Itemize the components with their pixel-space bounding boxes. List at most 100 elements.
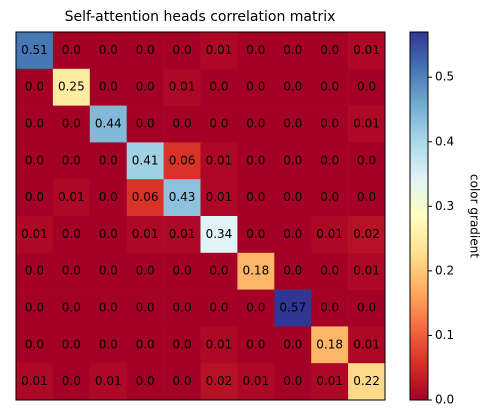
cell: [126, 179, 164, 217]
cell-label: 0.0: [62, 337, 81, 351]
cell-label: 0.01: [353, 337, 380, 351]
cell-label: 0.0: [209, 301, 228, 315]
cell-label: 0.06: [132, 190, 159, 204]
cell: [52, 179, 91, 217]
cell: [200, 142, 238, 180]
cell: [126, 326, 164, 364]
cell-label: 0.0: [320, 117, 339, 131]
cell-label: 0.0: [320, 80, 339, 94]
cell: [16, 179, 54, 217]
colorbar: [409, 31, 429, 401]
cell-label: 0.0: [136, 80, 155, 94]
cell-label: 0.01: [206, 190, 233, 204]
cell: [163, 179, 201, 217]
cell: [348, 142, 386, 180]
cell-label: 0.41: [132, 153, 159, 167]
cell: [274, 68, 312, 106]
cell: [200, 216, 238, 254]
cell-label: 0.0: [62, 117, 81, 131]
cell-label: 0.0: [99, 301, 118, 315]
cell-label: 0.0: [283, 153, 302, 167]
cell-label: 0.0: [246, 80, 265, 94]
cell-label: 0.0: [357, 80, 376, 94]
cell-label: 0.18: [316, 337, 343, 351]
cell-label: 0.02: [206, 374, 233, 388]
cell: [274, 32, 312, 70]
cell-label: 0.0: [209, 80, 228, 94]
cell-label: 0.0: [25, 301, 44, 315]
cell-label: 0.0: [246, 190, 265, 204]
cell: [126, 105, 164, 143]
cell-label: 0.0: [283, 190, 302, 204]
cell-label: 0.01: [206, 43, 233, 57]
cell-label: 0.0: [357, 153, 376, 167]
cell-label: 0.02: [353, 227, 380, 241]
cell-label: 0.0: [62, 374, 81, 388]
cell-label: 0.0: [25, 153, 44, 167]
cell-label: 0.0: [62, 227, 81, 241]
plot-frame: [15, 31, 386, 401]
cell: [348, 68, 386, 106]
cell: [52, 326, 91, 364]
cell: [126, 363, 164, 401]
cell-label: 0.0: [173, 117, 192, 131]
colorbar-tick-label: 0.1: [435, 328, 454, 342]
cell-label: 0.0: [283, 337, 302, 351]
cell: [89, 216, 127, 254]
cell: [237, 32, 275, 70]
cell: [16, 326, 54, 364]
cell-label: 0.0: [320, 43, 339, 57]
cell: [52, 363, 91, 401]
cell: [163, 363, 201, 401]
cell-label: 0.0: [25, 337, 44, 351]
cell: [311, 142, 349, 180]
cell-label: 0.06: [169, 153, 196, 167]
cell: [348, 216, 386, 254]
cell-label: 0.0: [99, 80, 118, 94]
cell: [348, 105, 386, 143]
cell-label: 0.0: [99, 337, 118, 351]
cell: [348, 252, 386, 290]
cell-label: 0.0: [173, 301, 192, 315]
cell: [348, 326, 386, 364]
cell: [16, 216, 54, 254]
cell: [200, 289, 238, 327]
cell: [126, 68, 164, 106]
cell-label: 0.01: [242, 374, 269, 388]
cell: [200, 68, 238, 106]
cell: [311, 216, 349, 254]
cell-label: 0.0: [136, 264, 155, 278]
cell-label: 0.0: [136, 337, 155, 351]
cell: [348, 289, 386, 327]
cell-label: 0.0: [283, 227, 302, 241]
cell-label: 0.01: [21, 227, 48, 241]
cell-label: 0.0: [25, 264, 44, 278]
cell-label: 0.01: [353, 43, 380, 57]
cell: [200, 252, 238, 290]
cell-label: 0.22: [353, 374, 380, 388]
cell: [237, 326, 275, 364]
cell-label: 0.0: [246, 301, 265, 315]
cell: [237, 68, 275, 106]
colorbar-tick-label: 0.2: [435, 263, 454, 277]
cell-label: 0.01: [95, 374, 122, 388]
cell-label: 0.0: [283, 374, 302, 388]
cell-label: 0.01: [316, 227, 343, 241]
cell-label: 0.0: [209, 264, 228, 278]
cell-label: 0.0: [136, 117, 155, 131]
cell-label: 0.0: [99, 190, 118, 204]
cell-label: 0.0: [283, 80, 302, 94]
cell-label: 0.0: [99, 43, 118, 57]
cell: [89, 68, 127, 106]
cell: [163, 326, 201, 364]
cell: [274, 252, 312, 290]
cell-label: 0.01: [206, 337, 233, 351]
colorbar-tick-label: 0.4: [435, 134, 454, 148]
cell-label: 0.01: [353, 117, 380, 131]
cell: [89, 105, 127, 143]
cell: [200, 326, 238, 364]
cell: [52, 142, 91, 180]
cell: [348, 363, 386, 401]
cell: [52, 105, 91, 143]
